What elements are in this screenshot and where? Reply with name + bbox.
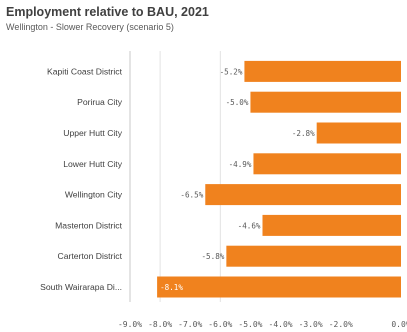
x-tick-label: -2.0% xyxy=(329,320,353,329)
bar xyxy=(244,60,401,82)
category-label: Carterton District xyxy=(58,251,123,261)
bar-value-label: -5.0% xyxy=(226,98,249,107)
x-tick-label: 0.0% xyxy=(391,320,407,329)
x-tick-label: -8.0% xyxy=(148,320,172,329)
x-tick-label: -7.0% xyxy=(178,320,202,329)
category-label: Wellington City xyxy=(65,190,123,200)
x-tick-label: -5.0% xyxy=(238,320,262,329)
bar-value-label: -6.5% xyxy=(180,191,203,200)
category-label: South Wairarapa Di... xyxy=(40,282,122,292)
chart-subtitle: Wellington - Slower Recovery (scenario 5… xyxy=(6,22,174,32)
x-tick-label: -4.0% xyxy=(269,320,293,329)
x-tick-label: -6.0% xyxy=(208,320,232,329)
bar-value-label: -2.8% xyxy=(292,129,315,138)
category-label: Upper Hutt City xyxy=(63,128,122,138)
x-tick-label: -9.0% xyxy=(118,320,142,329)
category-label: Porirua City xyxy=(77,97,123,107)
bar xyxy=(253,153,401,175)
category-label: Masterton District xyxy=(55,220,122,230)
bar-value-label: -5.2% xyxy=(220,67,243,76)
bar xyxy=(316,122,401,144)
bar-value-label: -5.8% xyxy=(201,252,224,261)
bar xyxy=(226,245,401,267)
category-label: Kapiti Coast District xyxy=(47,66,123,76)
category-label: Lower Hutt City xyxy=(63,159,122,169)
bar-value-label: -8.1% xyxy=(160,283,183,292)
bar xyxy=(157,276,401,298)
bar xyxy=(262,214,401,236)
bar xyxy=(250,91,401,113)
bar xyxy=(205,184,401,206)
bar-value-label: -4.6% xyxy=(238,221,261,230)
chart-title: Employment relative to BAU, 2021 xyxy=(6,5,209,19)
x-tick-label: -3.0% xyxy=(299,320,323,329)
bar-value-label: -4.9% xyxy=(229,160,252,169)
